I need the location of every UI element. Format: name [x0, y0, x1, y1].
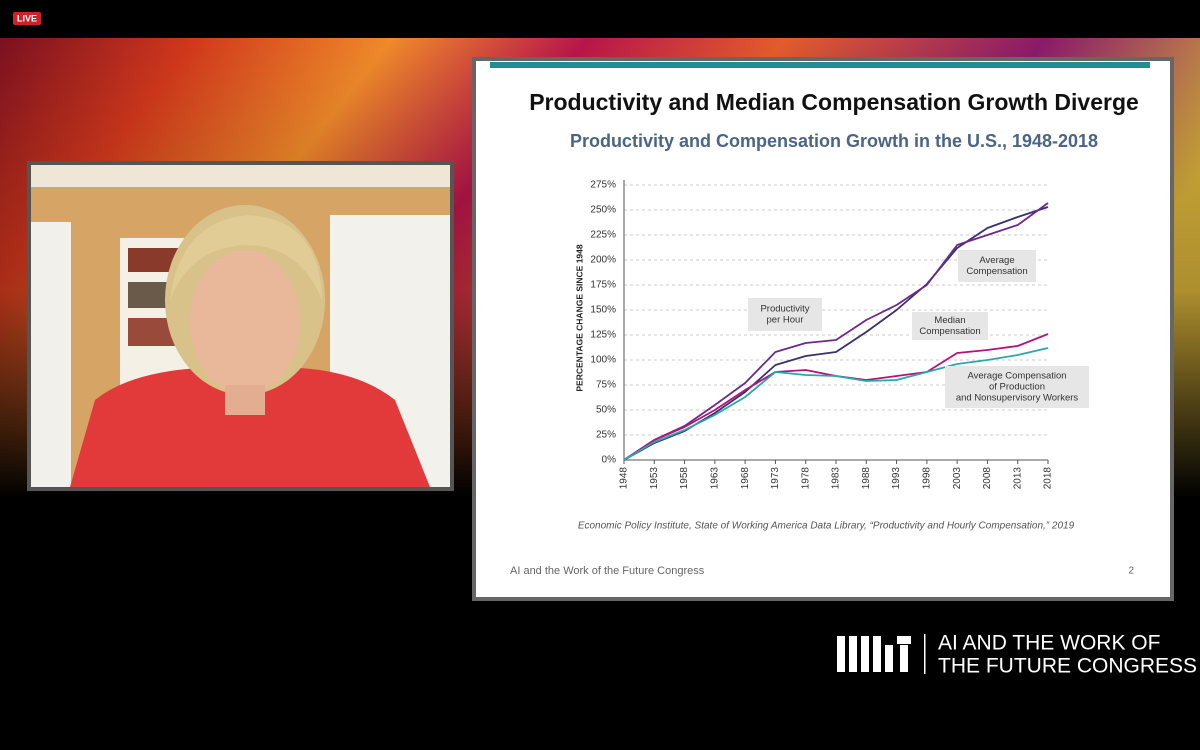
annotation-box	[912, 312, 988, 340]
slide	[476, 61, 1170, 597]
video-shirt	[70, 368, 430, 487]
slide-title: Productivity and Median Compensation Gro…	[529, 89, 1139, 115]
live-label: LIVE	[17, 13, 37, 23]
video-ceiling	[31, 165, 450, 187]
y-tick-label: 200%	[590, 255, 616, 266]
video-door-left	[31, 222, 71, 487]
x-tick-label: 1973	[770, 467, 781, 490]
annotation-text: Productivity	[760, 304, 809, 315]
annotation-box	[945, 366, 1089, 408]
y-tick-label: 150%	[590, 305, 616, 316]
y-tick-label: 100%	[590, 355, 616, 366]
annotation-text: per Hour	[767, 315, 804, 326]
annotation-box	[748, 298, 822, 331]
logo-bar	[897, 636, 911, 644]
annotation-text: Compensation	[919, 326, 980, 337]
y-tick-label: 25%	[596, 430, 616, 441]
y-tick-label: 175%	[590, 280, 616, 291]
annotation-text: of Production	[989, 382, 1045, 393]
x-tick-label: 1988	[861, 467, 872, 490]
logo-divider	[924, 634, 926, 674]
x-tick-label: 1978	[800, 467, 811, 490]
slide-footer: AI and the Work of the Future Congress	[510, 565, 705, 577]
y-tick-label: 75%	[596, 380, 616, 391]
x-tick-label: 1958	[679, 467, 690, 490]
annotation-text: Average	[979, 255, 1014, 266]
y-tick-label: 0%	[602, 455, 617, 466]
branding-line: AI AND THE WORK OF	[938, 632, 1160, 655]
y-tick-label: 225%	[590, 230, 616, 241]
video-face	[190, 250, 300, 394]
y-axis-label: PERCENTAGE CHANGE SINCE 1948	[574, 244, 584, 391]
y-tick-label: 250%	[590, 205, 616, 216]
y-tick-label: 125%	[590, 330, 616, 341]
logo-bar	[837, 636, 845, 672]
y-tick-label: 50%	[596, 405, 616, 416]
mit-logo	[837, 636, 911, 672]
annotation-text: Median	[934, 315, 965, 326]
logo-bar	[885, 645, 893, 672]
x-tick-label: 1953	[649, 467, 660, 490]
logo-bar	[861, 636, 869, 672]
branding-line: THE FUTURE CONGRESS	[938, 655, 1197, 678]
x-tick-label: 1963	[709, 467, 720, 490]
annotation-text: and Nonsupervisory Workers	[956, 393, 1079, 404]
logo-bar	[849, 636, 857, 672]
logo-bar	[873, 636, 881, 672]
x-tick-label: 1993	[891, 467, 902, 490]
x-tick-label: 1983	[831, 467, 842, 490]
series-line	[623, 347, 1049, 461]
y-tick-label: 275%	[590, 180, 616, 191]
x-tick-label: 2003	[952, 467, 963, 490]
x-tick-label: 1948	[619, 467, 630, 490]
annotation-box	[958, 250, 1036, 282]
chart-title: Productivity and Compensation Growth in …	[570, 131, 1098, 151]
x-tick-label: 2008	[982, 467, 993, 490]
video-feed	[27, 161, 454, 491]
live-badge	[13, 12, 41, 25]
video-hair-top	[170, 215, 322, 300]
slide-page-number: 2	[1128, 566, 1134, 577]
x-tick-label: 2018	[1043, 467, 1054, 490]
x-tick-label: 1968	[740, 467, 751, 490]
logo-bar	[900, 645, 908, 672]
video-neck	[225, 385, 265, 415]
x-tick-label: 2013	[1012, 467, 1023, 490]
series-line	[623, 202, 1049, 461]
source-note: Economic Policy Institute, State of Work…	[578, 521, 1075, 532]
annotation-text: Average Compensation	[967, 371, 1066, 382]
slide-accent-bar	[490, 62, 1150, 68]
annotation-text: Compensation	[966, 266, 1027, 277]
x-tick-label: 1998	[921, 467, 932, 490]
